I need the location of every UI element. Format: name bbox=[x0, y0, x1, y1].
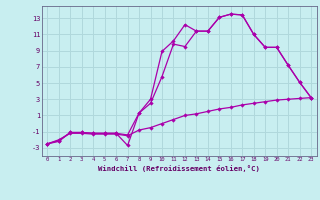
X-axis label: Windchill (Refroidissement éolien,°C): Windchill (Refroidissement éolien,°C) bbox=[98, 165, 260, 172]
